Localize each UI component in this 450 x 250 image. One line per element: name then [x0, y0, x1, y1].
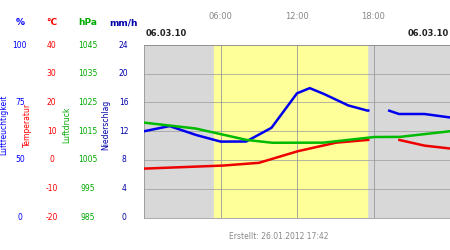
Text: -20: -20 — [45, 213, 58, 222]
Text: Luftdruck: Luftdruck — [62, 107, 71, 143]
Text: 1035: 1035 — [78, 69, 98, 78]
Text: 100: 100 — [13, 40, 27, 50]
Text: 8: 8 — [122, 156, 126, 164]
Text: 06.03.10: 06.03.10 — [407, 29, 449, 38]
Text: %: % — [15, 18, 24, 27]
Text: 1045: 1045 — [78, 40, 98, 50]
Text: mm/h: mm/h — [109, 18, 138, 27]
Text: 995: 995 — [81, 184, 95, 193]
Text: 10: 10 — [47, 127, 57, 136]
Text: 1005: 1005 — [78, 156, 98, 164]
Text: 0: 0 — [50, 156, 54, 164]
Text: 20: 20 — [47, 98, 57, 107]
Bar — [214, 45, 367, 218]
Text: 1015: 1015 — [78, 127, 97, 136]
Text: 12: 12 — [119, 127, 129, 136]
Text: 75: 75 — [15, 98, 25, 107]
Text: 06.03.10: 06.03.10 — [145, 29, 187, 38]
Text: Niederschlag: Niederschlag — [102, 100, 111, 150]
Text: 1025: 1025 — [78, 98, 97, 107]
Text: 985: 985 — [81, 213, 95, 222]
Text: 4: 4 — [122, 184, 126, 193]
Text: Temperatur: Temperatur — [23, 103, 32, 147]
Text: °C: °C — [46, 18, 57, 27]
Text: 0: 0 — [18, 213, 22, 222]
Text: Luftfeuchtigkeit: Luftfeuchtigkeit — [0, 95, 8, 155]
Text: 18:00: 18:00 — [361, 12, 386, 21]
Text: 06:00: 06:00 — [208, 12, 233, 21]
Text: 30: 30 — [47, 69, 57, 78]
Text: 40: 40 — [47, 40, 57, 50]
Text: 20: 20 — [119, 69, 129, 78]
Text: 12:00: 12:00 — [285, 12, 309, 21]
Text: hPa: hPa — [78, 18, 97, 27]
Text: 16: 16 — [119, 98, 129, 107]
Text: 50: 50 — [15, 156, 25, 164]
Text: -10: -10 — [45, 184, 58, 193]
Text: Erstellt: 26.01.2012 17:42: Erstellt: 26.01.2012 17:42 — [229, 232, 329, 241]
Text: 0: 0 — [122, 213, 126, 222]
Text: 24: 24 — [119, 40, 129, 50]
